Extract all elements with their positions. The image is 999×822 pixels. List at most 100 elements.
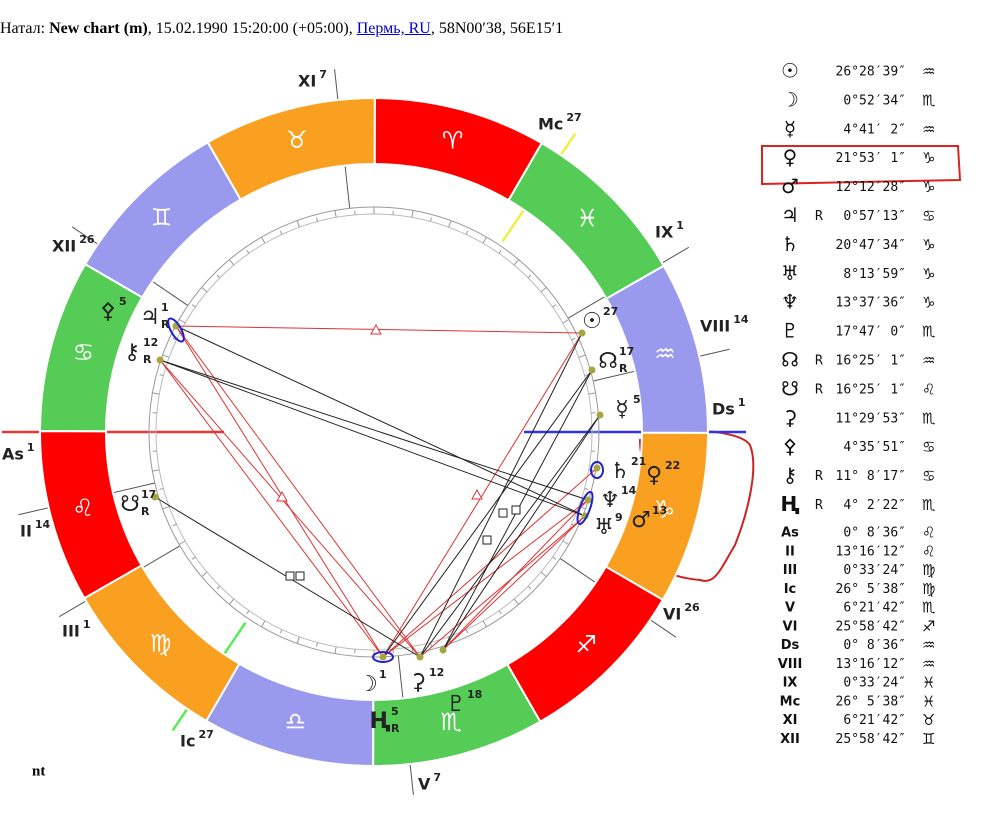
- degree-tick: [429, 217, 432, 222]
- degree-tick: [201, 286, 208, 293]
- degree-tick: [162, 354, 170, 358]
- aspect-square: [295, 571, 305, 581]
- row-glyph: ☽: [781, 87, 799, 111]
- row-sign: ♏: [922, 496, 936, 514]
- aspect-square: [498, 508, 508, 518]
- row-sign: ♉: [922, 711, 935, 729]
- planet: ♅ 9: [594, 511, 623, 540]
- row-position: 4°41′ 2″: [843, 122, 906, 137]
- planet-degree: 14: [621, 484, 637, 497]
- house-label: As 1: [2, 441, 35, 464]
- row-position: 21°53′ 1″: [836, 151, 906, 166]
- sign-glyph: ♍: [150, 629, 172, 657]
- planet-degree: 1: [379, 668, 387, 681]
- degree-tick: [527, 585, 532, 590]
- degree-tick: [178, 319, 186, 324]
- row-glyph: Mc: [780, 694, 801, 709]
- row-sign: ♌: [922, 524, 935, 542]
- row-position: 0° 8′36″: [843, 526, 906, 541]
- row-position: 6°21′42″: [843, 601, 906, 616]
- position-row: Ic 26° 5′38″ ♍: [784, 580, 936, 598]
- row-sign: ♋: [922, 207, 935, 225]
- row-glyph: ♇: [781, 319, 799, 343]
- sign-glyph: ♌: [72, 494, 94, 522]
- position-row: ♄ 20°47′34″ ♑: [781, 232, 935, 256]
- planet-glyph: ♆: [600, 488, 620, 513]
- position-row: ☉ 26°28′39″ ♒: [781, 59, 935, 83]
- degree-tick: [279, 230, 283, 235]
- house-label: III 1: [62, 618, 91, 641]
- degree-tick: [201, 571, 208, 578]
- position-row: ⚷ R 11° 8′17″ ♋: [783, 463, 936, 487]
- aspect-line: [175, 325, 384, 658]
- planet-glyph: ♄: [610, 459, 630, 484]
- position-row: ☋ R 16°25′ 1″ ♌: [781, 376, 935, 400]
- row-position: 13°16′12″: [836, 544, 906, 559]
- position-row: Ⱨ R 4° 2′22″ ♏: [780, 492, 936, 516]
- degree-tick: [334, 646, 337, 654]
- row-glyph: III: [783, 563, 798, 578]
- planet-degree: 27: [603, 305, 618, 318]
- row-glyph: Ⱨ: [780, 492, 799, 516]
- row-position: 0°52′34″: [843, 93, 906, 108]
- aspect-trine: [276, 490, 288, 502]
- place-link[interactable]: Пермь, RU: [356, 20, 431, 37]
- house-label: II 14: [20, 518, 51, 541]
- planet-glyph: ☊: [598, 349, 618, 374]
- row-glyph: Ds: [781, 638, 800, 653]
- row-glyph: ⚷: [783, 463, 798, 487]
- house-name: Mc: [538, 115, 563, 134]
- header: Натал: New chart (m), 15.02.1990 15:20:0…: [0, 20, 563, 38]
- aspect-line: [382, 332, 583, 658]
- house-name: VI: [663, 605, 681, 624]
- position-row: V 6°21′42″ ♏: [785, 599, 936, 617]
- house-name: VIII: [700, 317, 730, 336]
- house-name: XI: [298, 72, 316, 91]
- aspect-line: [175, 325, 586, 517]
- planet-degree: 13: [652, 504, 667, 517]
- degree-tick: [316, 642, 319, 647]
- row-position: 25°58′42″: [836, 619, 906, 634]
- degree-tick: [482, 236, 487, 244]
- planet-retro: R: [141, 505, 150, 518]
- degree-tick: [261, 236, 266, 244]
- planet-retro: R: [619, 362, 628, 375]
- house-label: Ic 27: [180, 728, 214, 751]
- degree-tick: [498, 610, 502, 615]
- house-label: IX 1: [655, 219, 684, 242]
- house-degree: 1: [738, 396, 746, 409]
- position-row: Ds 0° 8′36″ ♒: [781, 636, 936, 654]
- degree-tick: [152, 392, 160, 395]
- house-name: Ic: [180, 732, 195, 751]
- degree-tick: [584, 374, 589, 377]
- sign-segment: [507, 141, 666, 300]
- position-row: ☿ 4°41′ 2″ ♒: [784, 116, 936, 140]
- planet-glyph: ♂: [631, 508, 651, 533]
- planet-retro: R: [143, 353, 152, 366]
- degree-tick: [228, 259, 235, 266]
- degree-tick: [552, 304, 557, 308]
- degree-tick: [562, 319, 570, 324]
- planet-point: [156, 356, 164, 364]
- row-position: 6°21′42″: [843, 713, 906, 728]
- house-label: XI 7: [298, 68, 327, 91]
- row-glyph: As: [781, 526, 799, 541]
- row-sign: ♋: [922, 467, 935, 485]
- planet-retro: R: [391, 722, 400, 735]
- row-position: 11° 8′17″: [836, 469, 906, 484]
- row-sign: ♑: [922, 178, 935, 196]
- row-glyph: ⚳: [783, 405, 798, 429]
- row-sign: ♐: [922, 617, 935, 635]
- degree-tick: [540, 286, 547, 293]
- row-sign: ♌: [922, 542, 935, 560]
- house-name: V: [418, 775, 431, 794]
- row-sign: ♍: [922, 580, 935, 598]
- aspect-line: [382, 369, 593, 658]
- row-position: 11°29′53″: [836, 411, 906, 426]
- planet: ⚷ 12 R: [124, 336, 158, 366]
- row-sign: ♌: [922, 380, 935, 398]
- sign-glyph: ♎: [285, 708, 307, 736]
- row-sign: ♒: [922, 63, 935, 81]
- row-glyph: Ic: [784, 582, 797, 597]
